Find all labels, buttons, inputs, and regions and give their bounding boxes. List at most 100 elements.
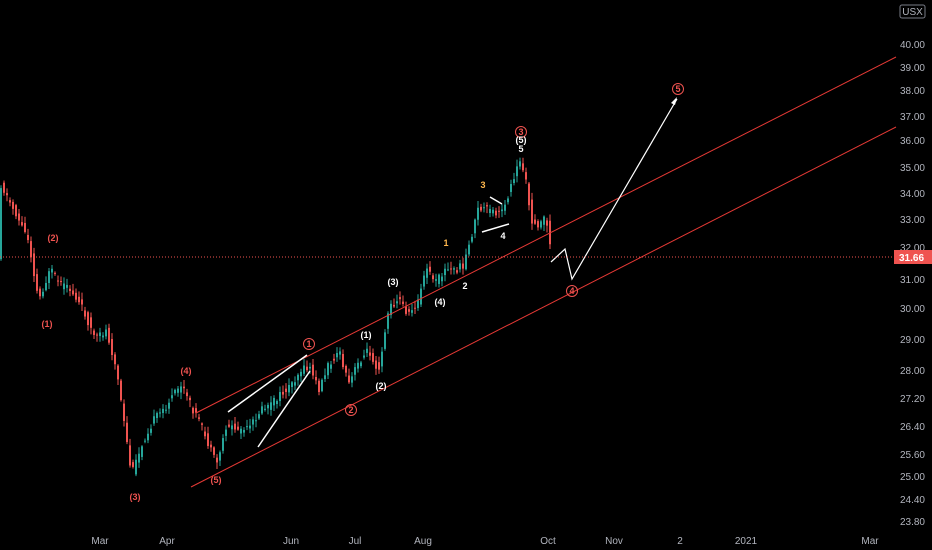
candle: [144, 438, 146, 444]
candle: [33, 247, 35, 282]
candle: [453, 266, 455, 275]
x-tick-label: Mar: [861, 536, 879, 547]
candle: [396, 294, 398, 309]
y-tick-label: 38.00: [900, 86, 925, 97]
candle: [195, 403, 197, 418]
candle: [210, 440, 212, 452]
currency-badge[interactable]: USX: [899, 4, 926, 19]
candle: [111, 333, 113, 361]
candle: [201, 422, 203, 431]
svg-text:(3): (3): [130, 492, 141, 502]
candle: [156, 411, 158, 423]
candle: [348, 368, 350, 384]
candle: [168, 398, 170, 414]
wave-label-red: 2: [345, 404, 357, 416]
candle: [354, 363, 356, 381]
candle: [327, 361, 329, 379]
candle: [120, 378, 122, 402]
candle: [39, 286, 41, 300]
x-tick-label: 2021: [735, 536, 758, 547]
candle: [216, 454, 218, 470]
candle: [333, 353, 335, 364]
candle: [519, 157, 521, 170]
y-tick-label: 27.20: [900, 394, 925, 405]
wave-label-red: (5): [211, 475, 222, 485]
candle: [135, 454, 137, 477]
candle: [480, 203, 482, 213]
candle: [369, 345, 371, 361]
y-tick-label: 35.00: [900, 163, 925, 174]
candle: [465, 248, 467, 271]
current-price-label: 31.66: [899, 253, 924, 264]
y-tick-label: 23.80: [900, 517, 925, 528]
candle: [117, 364, 119, 385]
candle: [207, 426, 209, 449]
candle: [492, 206, 494, 217]
y-tick-label: 29.00: [900, 335, 925, 346]
wave-label-white: (1): [361, 330, 372, 340]
candle: [399, 291, 401, 305]
candle: [543, 215, 545, 231]
candle: [522, 157, 524, 173]
candle: [423, 270, 425, 290]
candle: [78, 291, 80, 305]
candle: [528, 181, 530, 211]
candle: [468, 240, 470, 257]
candle: [285, 383, 287, 399]
candle: [306, 360, 308, 373]
candle: [300, 368, 302, 382]
wave-label-red: (2): [48, 233, 59, 243]
candle: [81, 292, 83, 311]
x-tick-label: Aug: [414, 536, 432, 547]
candle: [432, 273, 434, 283]
candle: [474, 218, 476, 239]
candle: [249, 418, 251, 434]
candle: [42, 288, 44, 299]
time-axis[interactable]: Mar Apr Jun Jul Aug Oct Nov 2 2021 Mar: [91, 536, 879, 547]
x-tick-label: 2: [677, 536, 683, 547]
candle: [345, 364, 347, 377]
y-tick-label: 26.40: [900, 422, 925, 433]
current-price-badge: 31.66: [894, 250, 932, 264]
candle: [186, 388, 188, 401]
candle: [36, 268, 38, 294]
candle: [375, 355, 377, 375]
x-tick-label: Oct: [540, 536, 556, 547]
candle: [525, 167, 527, 184]
candle: [90, 312, 92, 335]
candle: [459, 259, 461, 273]
candle: [222, 434, 224, 454]
candle: [237, 421, 239, 431]
svg-text:3: 3: [518, 127, 523, 137]
candle: [438, 273, 440, 288]
candle: [96, 332, 98, 342]
candle: [246, 419, 248, 431]
candle: [57, 275, 59, 287]
candle: [30, 236, 32, 263]
candle: [141, 445, 143, 461]
candle: [0, 185, 2, 261]
candle: [213, 446, 215, 458]
candle: [132, 459, 134, 469]
wave-label-white: 3: [480, 180, 485, 190]
candle: [393, 298, 395, 308]
candle: [501, 204, 503, 218]
candle: [99, 327, 101, 342]
price-axis[interactable]: 41.0040.0039.0038.0037.0036.0035.0034.00…: [900, 9, 925, 528]
wave-label-white: 5: [518, 144, 523, 154]
candle: [225, 425, 227, 442]
candle: [276, 399, 278, 409]
candle: [378, 356, 380, 374]
channel-lower-line: [190, 126, 897, 488]
wave-label-red: 3: [515, 126, 527, 138]
triangle-line-upper: [489, 196, 503, 205]
candle: [129, 438, 131, 468]
candle: [282, 385, 284, 399]
wave-label-red: (3): [130, 492, 141, 502]
svg-text:5: 5: [675, 84, 680, 94]
candle: [63, 277, 65, 295]
candle: [204, 426, 206, 440]
channel-upper-line: [195, 56, 897, 414]
candle: [537, 219, 539, 231]
